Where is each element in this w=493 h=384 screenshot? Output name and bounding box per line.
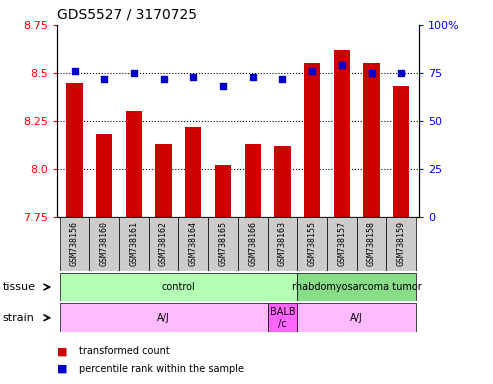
Text: control: control (162, 282, 195, 292)
Text: GDS5527 / 3170725: GDS5527 / 3170725 (57, 7, 197, 21)
Point (249, 74, 257, 80)
Text: tissue: tissue (2, 282, 35, 292)
Bar (245, 144, 261, 217)
Point (397, 70, 405, 76)
Point (338, 62, 346, 68)
Bar (327, 217, 356, 271)
Bar (155, 144, 172, 217)
Bar (178, 217, 208, 271)
Bar (119, 217, 149, 271)
Text: GSM738161: GSM738161 (130, 221, 139, 266)
Text: strain: strain (2, 313, 35, 323)
Text: BALB
/c: BALB /c (270, 307, 295, 329)
Text: GSM738159: GSM738159 (397, 221, 406, 266)
Text: GSM738157: GSM738157 (337, 221, 346, 266)
Bar (238, 217, 268, 271)
Text: GSM738163: GSM738163 (278, 221, 287, 266)
Point (130, 70, 138, 76)
Bar (215, 165, 231, 217)
Text: transformed count: transformed count (79, 346, 170, 356)
Bar (60, 273, 297, 301)
Text: ■: ■ (57, 364, 67, 374)
Point (219, 83, 227, 89)
Bar (393, 86, 409, 217)
Point (368, 70, 376, 76)
Bar (387, 217, 416, 271)
Bar (60, 303, 268, 332)
Text: A/J: A/J (157, 313, 170, 323)
Text: ■: ■ (57, 346, 67, 356)
Bar (268, 217, 297, 271)
Text: rhabdomyosarcoma tumor: rhabdomyosarcoma tumor (292, 282, 422, 292)
Bar (208, 217, 238, 271)
Bar (297, 303, 416, 332)
Text: percentile rank within the sample: percentile rank within the sample (79, 364, 244, 374)
Text: GSM738164: GSM738164 (189, 221, 198, 266)
Text: GSM738158: GSM738158 (367, 221, 376, 266)
Bar (268, 303, 297, 332)
Bar (363, 63, 380, 217)
Bar (89, 217, 119, 271)
Bar (304, 63, 320, 217)
Point (70, 68, 78, 74)
Text: GSM738156: GSM738156 (70, 221, 79, 266)
Text: GSM738160: GSM738160 (100, 221, 109, 266)
Point (160, 76, 168, 82)
Bar (356, 217, 387, 271)
Point (189, 74, 197, 80)
Bar (126, 111, 142, 217)
Bar (334, 50, 350, 217)
Text: A/J: A/J (351, 313, 363, 323)
Text: GSM738165: GSM738165 (218, 221, 228, 266)
Bar (149, 217, 178, 271)
Bar (60, 217, 89, 271)
Text: GSM738166: GSM738166 (248, 221, 257, 266)
Point (279, 76, 286, 82)
Bar (297, 217, 327, 271)
Text: GSM738155: GSM738155 (308, 221, 317, 266)
Bar (67, 83, 83, 217)
Bar (274, 146, 290, 217)
Text: GSM738162: GSM738162 (159, 221, 168, 266)
Point (100, 76, 108, 82)
Bar (96, 134, 112, 217)
Point (308, 68, 316, 74)
Bar (185, 127, 202, 217)
Bar (297, 273, 416, 301)
